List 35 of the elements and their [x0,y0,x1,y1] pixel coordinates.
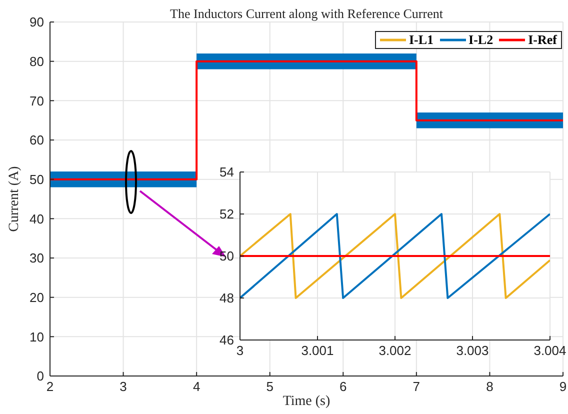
y-tick-label: 20 [30,290,44,305]
x-tick-label: 6 [340,379,347,394]
y-tick-label: 40 [30,211,44,226]
x-tick-label: 2 [46,379,54,394]
y-tick-label: 0 [36,368,44,384]
y-tick-label: 90 [30,14,44,30]
y-tick-label: 50 [30,172,44,187]
y-tick-label: 50 [220,248,234,264]
x-tick-label: 3.001 [301,343,334,358]
y-tick-label: 46 [220,332,234,348]
line-series [240,213,550,299]
x-tick-label: 9 [559,379,567,394]
x-tick-label: 5 [266,379,274,394]
y-tick-label: 30 [30,250,44,266]
y-tick-label: 60 [30,132,44,148]
x-tick-label: 3.003 [456,343,489,358]
x-axis-title: Time (s) [282,394,332,410]
y-tick-label: 52 [220,206,234,222]
chart-title: The Inductors Current along with Reference Current [169,6,444,22]
x-tick-label: 3 [120,379,127,394]
x-tick-label: 4 [192,379,200,394]
y-tick-label: 10 [30,329,44,344]
y-tick-label: 70 [30,93,44,108]
x-tick-label: 3 [236,343,244,358]
x-tick-label: 3.002 [378,343,412,358]
y-tick-label: 80 [30,54,44,69]
y-axis-title: Current (A) [7,166,23,232]
y-tick-label: 54 [220,164,234,180]
y-tick-label: 48 [220,290,234,306]
x-tick-label: 7 [412,379,420,394]
x-tick-label: 8 [486,379,494,394]
x-tick-label: 3.004 [534,343,566,358]
legend-label: I-L2 [468,32,494,48]
legend-label: I-L1 [408,32,434,48]
legend-label: I-Ref [528,32,557,48]
